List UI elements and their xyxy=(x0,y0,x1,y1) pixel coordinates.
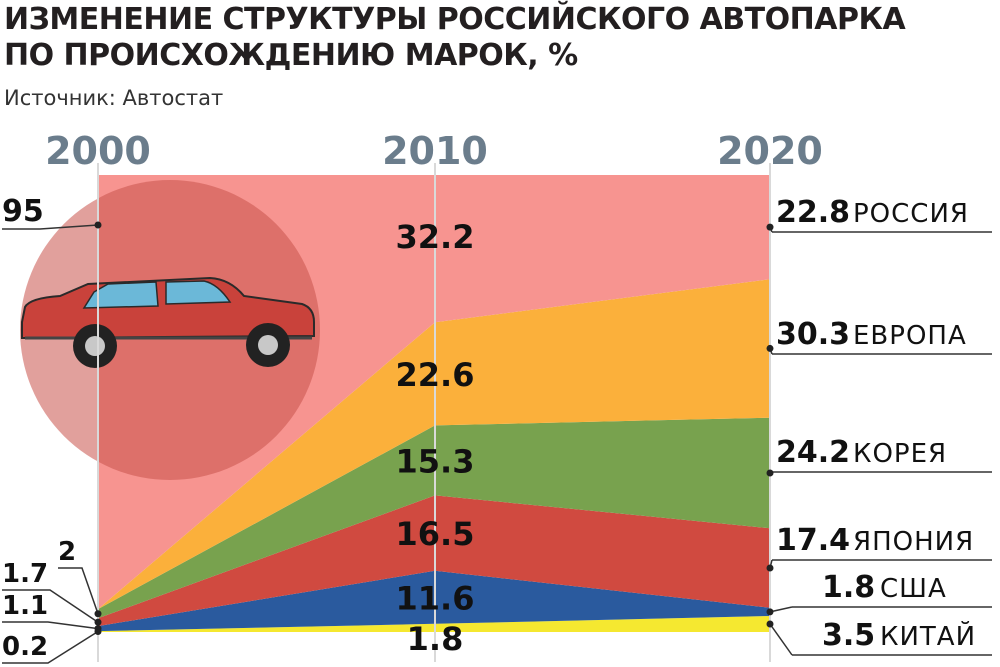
value-2000-4: 2 xyxy=(58,537,76,567)
value-2020-2: 1.8 xyxy=(822,570,875,605)
year-label-2020: 2020 xyxy=(717,129,823,173)
value-2000-1: 0.2 xyxy=(2,632,48,662)
title-line-2: ПО ПРОИСХОЖДЕНИЮ МАРОК, % xyxy=(4,38,578,73)
value-2020-3: 17.4 xyxy=(776,523,850,558)
dot-2020-5 xyxy=(766,344,774,352)
value-2000-6: 95 xyxy=(2,194,44,229)
value-2020-6: 22.8 xyxy=(776,195,850,230)
year-label-2000: 2000 xyxy=(45,129,151,173)
series-label-2: 1.8 США xyxy=(766,570,992,616)
legend-name-4: КОРЕЯ xyxy=(853,439,947,469)
left-label-1: 0.2 xyxy=(2,628,102,664)
value-2020-5: 30.3 xyxy=(776,317,850,352)
area-4 xyxy=(98,417,770,619)
dot-2000-4 xyxy=(94,610,102,618)
dot-2020-1 xyxy=(766,620,774,628)
value-2010-4: 15.3 xyxy=(396,442,475,480)
year-labels: 2000 2010 2020 xyxy=(45,129,823,173)
leader-2000-4 xyxy=(58,567,99,614)
value-2000-3: 1.7 xyxy=(2,559,48,589)
leader-2020-2 xyxy=(769,606,793,613)
series-label-4: 24.2 КОРЕЯ xyxy=(766,435,992,477)
area-5 xyxy=(98,279,770,610)
value-2000-2: 1.1 xyxy=(2,591,48,621)
year-label-2010: 2010 xyxy=(382,129,488,173)
dot-2020-6 xyxy=(766,223,774,231)
left-label-4: 2 xyxy=(58,537,102,618)
dot-2020-4 xyxy=(766,469,774,477)
legend-name-5: ЕВРОПА xyxy=(853,321,967,351)
value-2010-3: 16.5 xyxy=(396,515,475,553)
car-illustration xyxy=(20,180,320,480)
value-2010-6: 32.2 xyxy=(396,218,475,256)
left-label-2: 1.1 xyxy=(2,591,102,633)
chart-title: ИЗМЕНЕНИЕ СТРУКТУРЫ РОССИЙСКОГО АВТОПАРК… xyxy=(4,2,994,74)
value-2020-4: 24.2 xyxy=(776,435,850,470)
source-note: Источник: Автостат xyxy=(4,86,224,110)
leader-2000-1 xyxy=(2,630,99,664)
leader-2020-1 xyxy=(769,623,793,656)
left-label-3: 1.7 xyxy=(2,559,102,626)
legend-name-2: США xyxy=(880,574,947,604)
dot-2000-2 xyxy=(94,625,102,633)
value-2010-2: 11.6 xyxy=(396,579,475,617)
series-label-1: 3.5 КИТАЙ xyxy=(766,618,992,656)
legend-name-1: КИТАЙ xyxy=(880,620,976,652)
car-icon xyxy=(21,276,315,368)
year-guides xyxy=(97,163,771,662)
leader-2000-2 xyxy=(2,621,99,630)
title-line-1: ИЗМЕНЕНИЕ СТРУКТУРЫ РОССИЙСКОГО АВТОПАРК… xyxy=(4,2,906,37)
value-2010-1: 1.8 xyxy=(407,620,464,658)
legend-name-3: ЯПОНИЯ xyxy=(853,527,974,557)
series-label-5: 30.3 ЕВРОПА xyxy=(766,317,992,355)
dot-2020-2 xyxy=(766,608,774,616)
left-label-6: 95 xyxy=(2,194,102,230)
value-2010-5: 22.6 xyxy=(396,356,475,394)
series-label-3: 17.4 ЯПОНИЯ xyxy=(766,523,992,572)
leader-2000-3 xyxy=(2,589,99,623)
leader-2000-6 xyxy=(2,224,99,230)
series-label-6: 22.8 РОССИЯ xyxy=(766,195,992,233)
dot-2000-3 xyxy=(94,618,102,626)
legend-name-6: РОССИЯ xyxy=(853,199,969,229)
dot-2020-3 xyxy=(766,564,774,572)
dot-2000-6 xyxy=(94,221,102,229)
value-2020-1: 3.5 xyxy=(822,618,875,653)
